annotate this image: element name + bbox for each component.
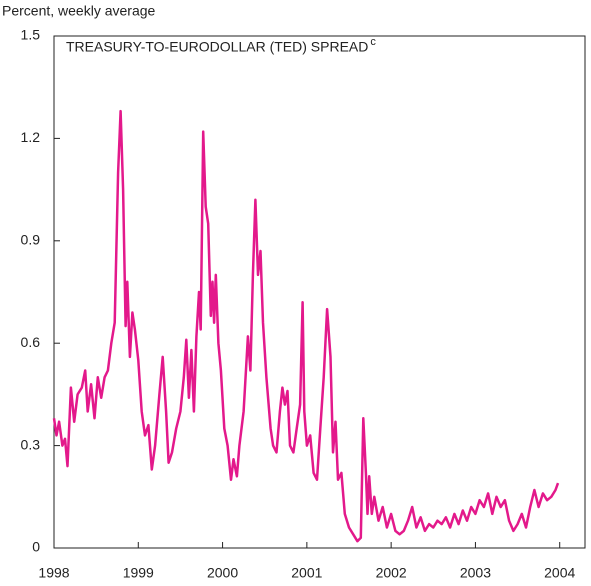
title-superscript: c bbox=[370, 36, 376, 48]
y-tick-label: 1.2 bbox=[21, 129, 41, 145]
x-tick-label: 2001 bbox=[291, 565, 322, 581]
y-tick-label: 0.9 bbox=[21, 232, 41, 248]
chart-title: TREASURY-TO-EURODOLLAR (TED) SPREAD bbox=[66, 39, 368, 55]
y-tick-label: 0.3 bbox=[21, 436, 41, 452]
y-tick-label: 0.6 bbox=[21, 334, 41, 350]
x-tick-label: 2004 bbox=[544, 565, 575, 581]
y-tick-label: 1.5 bbox=[21, 27, 41, 43]
y-tick-label: 0 bbox=[32, 539, 40, 555]
x-tick-label: 2003 bbox=[460, 565, 491, 581]
x-tick-label: 1999 bbox=[123, 565, 154, 581]
y-axis-label: Percent, weekly average bbox=[2, 3, 156, 19]
x-tick-label: 2000 bbox=[207, 565, 238, 581]
line-series bbox=[52, 109, 560, 543]
x-tick-label: 2002 bbox=[376, 565, 407, 581]
plot-frame bbox=[53, 35, 586, 549]
x-tick-label: 1998 bbox=[38, 565, 69, 581]
